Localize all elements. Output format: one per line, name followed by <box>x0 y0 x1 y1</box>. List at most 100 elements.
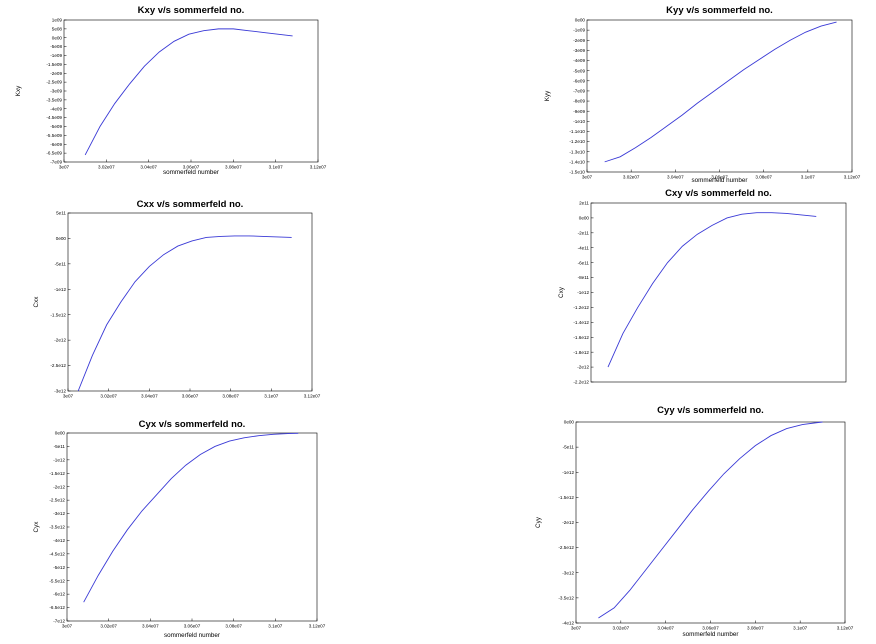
y-tick-label: 1e09 <box>52 18 63 23</box>
y-tick-label: -1.5e12 <box>49 471 65 476</box>
x-tick-label: 3e07 <box>582 175 593 180</box>
y-tick-label: -2e12 <box>54 338 66 343</box>
y-tick-label: -2e12 <box>53 484 65 489</box>
plot-frame <box>63 19 319 163</box>
y-tick-label: -5.5e12 <box>49 578 65 583</box>
x-tick-label: 3.04e07 <box>657 626 674 631</box>
chart-cxx: Cxx v/s sommerfeld no. 5e11 0e00 -5e11 -1e12… <box>33 199 321 399</box>
series-line-cyy <box>598 421 823 619</box>
x-tick-label: 3.08e07 <box>222 394 239 399</box>
y-tick-label: -1.2e10 <box>569 139 585 144</box>
y-tick-label: -5e09 <box>573 68 585 73</box>
y-tick-label: 5e08 <box>52 26 63 31</box>
x-axis-label: sommerfeld number <box>683 631 739 638</box>
plot-frame <box>586 19 853 173</box>
x-tick-label: 3.1e07 <box>801 175 815 180</box>
x-tick-label: 3.02e07 <box>100 624 117 629</box>
y-tick-label: 0e00 <box>579 216 590 221</box>
y-tick-label: -5e11 <box>54 444 66 449</box>
x-tick-label: 3.06e07 <box>183 165 200 170</box>
x-tick-label: 3.02e07 <box>100 394 117 399</box>
y-tick-label: -8e09 <box>573 99 585 104</box>
y-tick-label: -4.5e09 <box>46 115 62 120</box>
y-tick-label: 5e11 <box>56 211 66 216</box>
chart-kyy: Kyy v/s sommerfeld no. 0e00 -1e09 -2e09 -3e0… <box>544 5 861 184</box>
plot-frame <box>67 212 313 392</box>
chart-cyy: Cyy v/s sommerfeld no. 0e00 -5e11 -1e12 -1.5… <box>535 405 854 638</box>
y-tick-label: -5e11 <box>55 261 67 266</box>
x-tick-label: 3.1e07 <box>268 624 282 629</box>
chart-cyx: Cyx v/s sommerfeld no. 0e00 -5e11 -1e12 -1.5… <box>33 419 326 639</box>
y-tick-label: -7e09 <box>50 160 62 165</box>
x-axis-label: sommerfeld number <box>692 177 748 184</box>
y-tick-label: 0e00 <box>55 431 66 436</box>
y-axis-label: Cyx <box>33 521 40 533</box>
y-tick-label: -5e11 <box>563 445 575 450</box>
y-tick-label: -1.4e10 <box>569 159 585 164</box>
y-tick-label: -4e12 <box>53 538 65 543</box>
y-tick-label: -5e09 <box>50 124 62 129</box>
x-tick-label: 3.04e07 <box>141 394 158 399</box>
y-tick-label: -1.6e12 <box>573 335 589 340</box>
x-tick-label: 3.12e07 <box>310 165 327 170</box>
y-tick-label: -6.5e09 <box>46 151 62 156</box>
y-tick-label: -1e10 <box>573 119 585 124</box>
y-tick-label: 2e11 <box>579 201 589 206</box>
y-tick-label: -2.5e12 <box>50 363 66 368</box>
y-tick-label: -1e12 <box>53 457 65 462</box>
y-tick-label: -1.3e10 <box>569 149 585 154</box>
x-tick-label: 3.08e07 <box>747 626 764 631</box>
y-tick-label: 0e00 <box>56 236 67 241</box>
x-axis-label: sommerfeld number <box>163 169 219 176</box>
series-line-kyy <box>604 21 837 163</box>
x-tick-label: 3.12e07 <box>837 626 854 631</box>
y-tick-label: -2e09 <box>50 71 62 76</box>
y-tick-label: -1.8e12 <box>573 350 589 355</box>
y-tick-label: -7e12 <box>53 619 65 624</box>
y-tick-label: -2e12 <box>562 520 574 525</box>
y-tick-label: -4e09 <box>50 106 62 111</box>
chart-title: Kyy v/s sommerfeld no. <box>666 5 773 16</box>
y-tick-label: -3e12 <box>562 570 574 575</box>
y-tick-label: -4e11 <box>578 245 590 250</box>
x-tick-label: 3.1e07 <box>793 626 807 631</box>
x-tick-label: 3.12e07 <box>309 624 326 629</box>
y-tick-label: -9e09 <box>573 109 585 114</box>
y-tick-label: -1.5e12 <box>50 312 66 317</box>
y-tick-label: -6e09 <box>50 142 62 147</box>
y-tick-label: -3.5e12 <box>49 525 65 530</box>
y-tick-label: -1.1e10 <box>569 129 585 134</box>
chart-title: Cyy v/s sommerfeld no. <box>657 405 764 416</box>
y-tick-label: -2e09 <box>573 38 585 43</box>
chart-title: Cyx v/s sommerfeld no. <box>139 419 246 430</box>
series-line-cxy <box>607 212 817 368</box>
y-tick-label: -7e09 <box>573 89 585 94</box>
y-axis-label: Cyy <box>535 516 542 528</box>
y-tick-label: -3.5e09 <box>46 97 62 102</box>
x-tick-label: 3.02e07 <box>613 626 630 631</box>
y-tick-label: -3e09 <box>50 89 62 94</box>
y-tick-label: -1.4e12 <box>573 320 589 325</box>
y-tick-label: -1.5e09 <box>46 62 62 67</box>
x-tick-label: 3.08e07 <box>225 165 242 170</box>
y-tick-label: -5e12 <box>53 565 65 570</box>
y-tick-label: -6e12 <box>53 592 65 597</box>
x-tick-label: 3.02e07 <box>98 165 115 170</box>
y-tick-label: -4e12 <box>562 621 574 626</box>
y-tick-label: -1.5e10 <box>569 170 585 175</box>
y-tick-label: -3e12 <box>54 389 66 394</box>
y-tick-label: -2.5e09 <box>46 80 62 85</box>
x-tick-label: 3.02e07 <box>623 175 640 180</box>
y-tick-label: -6e11 <box>578 260 590 265</box>
series-line-cxx <box>77 235 292 392</box>
series-line-cyx <box>83 432 299 603</box>
y-tick-label: -6.5e12 <box>49 605 65 610</box>
chart-title: Cxy v/s sommerfeld no. <box>665 188 772 199</box>
y-tick-label: -2e12 <box>577 365 589 370</box>
y-tick-label: -8e11 <box>578 275 590 280</box>
y-tick-label: -2.2e12 <box>573 380 589 385</box>
y-tick-label: -3.5e12 <box>558 595 574 600</box>
y-tick-label: -1.5e12 <box>558 495 574 500</box>
y-tick-label: 0e00 <box>575 18 586 23</box>
x-tick-label: 3e07 <box>63 394 74 399</box>
